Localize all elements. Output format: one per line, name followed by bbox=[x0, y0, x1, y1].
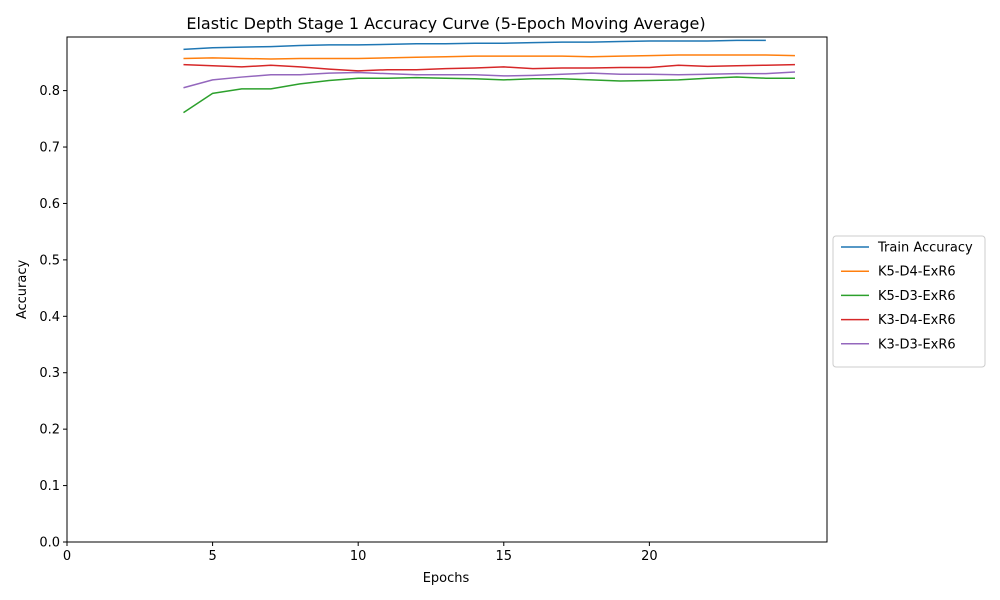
x-tick-label: 15 bbox=[496, 549, 513, 564]
x-tick-label: 10 bbox=[350, 549, 367, 564]
y-tick-label: 0.1 bbox=[39, 479, 60, 494]
legend-label: Train Accuracy bbox=[877, 241, 973, 256]
plot-frame bbox=[66, 36, 828, 543]
x-tick-label: 0 bbox=[63, 549, 71, 564]
y-tick-label: 0.6 bbox=[39, 197, 60, 212]
series-line-1 bbox=[183, 39, 766, 51]
legend-label: K5-D4-ExR6 bbox=[878, 265, 956, 280]
x-axis-label: Epochs bbox=[423, 571, 470, 586]
legend: Train Accuracy K5-D4-ExR6 K5-D3-ExR6 K3-D4-… bbox=[832, 235, 986, 368]
legend-label: K3-D4-ExR6 bbox=[878, 313, 956, 328]
x-axis: 0 5 10 15 20 bbox=[63, 542, 658, 564]
x-tick-label: 5 bbox=[208, 549, 216, 564]
y-tick-label: 0.4 bbox=[39, 310, 60, 325]
y-axis-label: Accuracy bbox=[15, 260, 30, 320]
chart-title: Elastic Depth Stage 1 Accuracy Curve (5-… bbox=[186, 14, 705, 33]
series-line-5 bbox=[183, 71, 796, 89]
y-axis: 0.0 0.1 0.2 0.3 0.4 0.5 0.6 0.7 0.8 bbox=[39, 84, 67, 551]
y-tick-label: 0.2 bbox=[39, 423, 60, 438]
y-tick-label: 0.7 bbox=[39, 141, 60, 156]
legend-label: K3-D3-ExR6 bbox=[878, 337, 956, 352]
series-line-2 bbox=[183, 54, 795, 60]
x-tick-label: 20 bbox=[641, 549, 658, 564]
legend-label: K5-D3-ExR6 bbox=[878, 289, 956, 304]
y-tick-label: 0.0 bbox=[39, 536, 60, 551]
y-tick-label: 0.5 bbox=[39, 253, 60, 268]
plot-area bbox=[183, 39, 796, 114]
series-line-3 bbox=[183, 76, 795, 114]
series-line-4 bbox=[183, 63, 795, 72]
y-tick-label: 0.8 bbox=[39, 84, 60, 99]
legend-box bbox=[832, 235, 986, 368]
y-tick-label: 0.3 bbox=[39, 366, 60, 381]
